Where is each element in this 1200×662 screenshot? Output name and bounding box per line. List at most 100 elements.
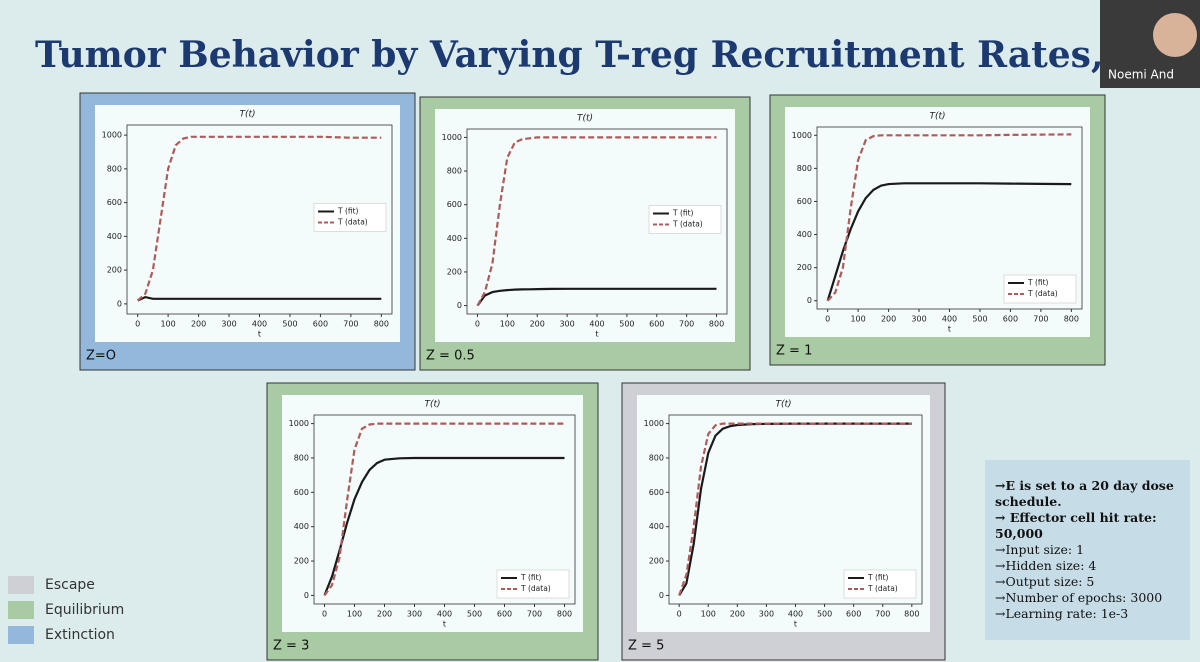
presenter-name: Noemi And (1108, 68, 1174, 82)
y-tick-label: 400 (797, 230, 812, 239)
x-tick-label: 700 (875, 610, 890, 619)
y-tick-label: 200 (447, 267, 462, 276)
series-line (826, 133, 1072, 302)
chart-title: T(t) (577, 114, 593, 124)
y-tick-label: 600 (797, 197, 812, 206)
legend-label: T (data) (1027, 289, 1058, 298)
x-axis-label: t (948, 325, 951, 334)
legend-label: T (fit) (520, 573, 542, 582)
plot-frame (126, 124, 393, 315)
x-tick-label: 200 (881, 315, 896, 324)
x-tick-label: 700 (679, 320, 694, 329)
x-tick-label: 500 (619, 320, 634, 329)
x-tick-label: 600 (497, 610, 512, 619)
x-axis-label: t (794, 620, 797, 629)
x-tick-label: 700 (343, 320, 358, 329)
x-axis-label: t (595, 330, 598, 339)
y-tick-label: 800 (294, 453, 309, 462)
y-tick-label: 600 (294, 488, 309, 497)
x-tick-label: 400 (437, 610, 452, 619)
note-line: →Hidden size: 4 (995, 558, 1097, 573)
key-swatch (8, 576, 34, 594)
series-line (678, 422, 912, 596)
series-line (137, 295, 382, 302)
x-tick-label: 300 (759, 610, 774, 619)
x-tick-label: 100 (500, 320, 515, 329)
key-swatch (8, 601, 34, 619)
x-tick-label: 400 (252, 320, 267, 329)
legend-label: T (fit) (1027, 278, 1049, 287)
x-tick-label: 400 (942, 315, 957, 324)
x-tick-label: 600 (1003, 315, 1018, 324)
legend-box (1003, 274, 1077, 304)
y-tick-label: 200 (797, 263, 812, 272)
y-tick-label: 0 (659, 591, 664, 600)
note-line: →Output size: 5 (995, 574, 1095, 589)
chart-title: T(t) (775, 400, 791, 410)
y-tick-label: 1000 (644, 419, 664, 428)
x-tick-label: 300 (221, 320, 236, 329)
x-tick-label: 500 (467, 610, 482, 619)
x-tick-label: 800 (557, 610, 572, 619)
x-tick-label: 100 (850, 315, 865, 324)
note-line: → Effector cell hit rate: 50,000 (995, 510, 1157, 541)
key-label: Escape (45, 577, 95, 593)
legend-box (496, 569, 570, 599)
series-line (323, 422, 565, 597)
y-tick-label: 400 (447, 234, 462, 243)
panel-label: Z = 3 (273, 639, 309, 654)
x-tick-label: 0 (825, 315, 830, 324)
panel-label: Z = 0.5 (426, 349, 475, 364)
x-tick-label: 200 (377, 610, 392, 619)
y-tick-label: 1000 (102, 131, 122, 140)
key-swatch (8, 626, 34, 644)
y-tick-label: 800 (649, 453, 664, 462)
series-line (476, 136, 717, 307)
legend-box (313, 203, 387, 232)
x-tick-label: 500 (282, 320, 297, 329)
x-tick-label: 600 (649, 320, 664, 329)
x-axis-label: t (258, 330, 261, 339)
y-tick-label: 1000 (792, 131, 812, 140)
series-line (136, 135, 382, 302)
legend-label: T (data) (520, 584, 551, 593)
x-tick-label: 800 (1064, 315, 1079, 324)
y-tick-label: 600 (107, 198, 122, 207)
y-tick-label: 200 (649, 557, 664, 566)
x-tick-label: 500 (817, 610, 832, 619)
x-tick-label: 600 (846, 610, 861, 619)
note-line: →Input size: 1 (995, 542, 1085, 557)
y-tick-label: 400 (107, 232, 122, 241)
key-label: Equilibrium (45, 602, 124, 618)
chart-title: T(t) (929, 112, 945, 122)
plot-frame (313, 414, 576, 605)
y-tick-label: 0 (117, 299, 122, 308)
panel-label: Z=O (86, 349, 116, 364)
note-line: →Learning rate: 1e-3 (995, 606, 1129, 621)
x-tick-label: 400 (589, 320, 604, 329)
presenter-face (1153, 13, 1197, 57)
notes-box: →E is set to a 20 day dose schedule. → Ef… (985, 460, 1190, 640)
panel-label: Z = 5 (628, 639, 664, 654)
note-line: →E is set to a 20 day dose schedule. (995, 478, 1174, 509)
y-tick-label: 0 (304, 591, 309, 600)
y-tick-label: 800 (797, 164, 812, 173)
x-tick-label: 300 (911, 315, 926, 324)
y-tick-label: 400 (294, 522, 309, 531)
plot-frame (466, 128, 728, 315)
x-tick-label: 0 (475, 320, 480, 329)
x-tick-label: 700 (1033, 315, 1048, 324)
legend-label: T (data) (672, 220, 703, 229)
y-tick-label: 800 (447, 167, 462, 176)
plot-frame (816, 126, 1083, 310)
chart-title: T(t) (239, 110, 255, 120)
x-tick-label: 600 (313, 320, 328, 329)
note-line: →Number of epochs: 3000 (995, 590, 1163, 605)
x-tick-label: 100 (347, 610, 362, 619)
x-tick-label: 100 (701, 610, 716, 619)
legend-box (648, 205, 722, 234)
x-tick-label: 200 (191, 320, 206, 329)
x-tick-label: 300 (559, 320, 574, 329)
